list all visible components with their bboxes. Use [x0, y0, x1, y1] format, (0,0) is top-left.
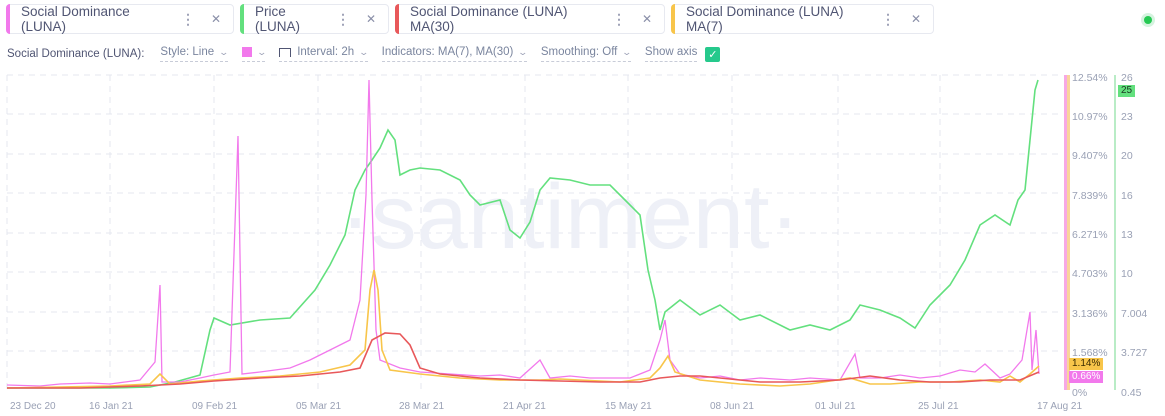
- more-options-icon[interactable]: ⋮: [335, 10, 350, 27]
- metric-tab-price[interactable]: Price (LUNA) ⋮ ✕: [240, 4, 389, 34]
- watermark: ·santiment·: [340, 166, 800, 268]
- close-icon[interactable]: ✕: [210, 12, 221, 26]
- close-icon[interactable]: ✕: [910, 12, 921, 26]
- y-tick: 3.136%: [1072, 308, 1108, 320]
- y-tick: 9.407%: [1072, 150, 1108, 162]
- chevron-down-icon: ⌄: [256, 46, 267, 57]
- close-icon[interactable]: ✕: [641, 12, 652, 26]
- more-options-icon[interactable]: ⋮: [880, 10, 895, 27]
- ruler-icon: [279, 47, 292, 57]
- x-tick: 17 Aug 21: [1037, 401, 1083, 412]
- metric-tab-label: Price (LUNA): [255, 4, 301, 34]
- x-tick: 16 Jan 21: [89, 401, 133, 412]
- y-tick: 16: [1121, 190, 1133, 202]
- metric-settings-bar: Social Dominance (LUNA): Style: Line ⌄ ⌄ …: [7, 46, 721, 62]
- y-tick: 23: [1121, 111, 1133, 123]
- style-label: Style: Line: [160, 46, 215, 58]
- chevron-down-icon: ⌄: [621, 46, 633, 57]
- metric-tab-ma7[interactable]: Social Dominance (LUNA) MA(7) ⋮ ✕: [671, 4, 934, 34]
- x-tick: 21 Apr 21: [503, 401, 546, 412]
- more-options-icon[interactable]: ⋮: [180, 10, 195, 27]
- chevron-down-icon: ⌄: [517, 46, 529, 57]
- x-tick: 05 Mar 21: [296, 401, 342, 412]
- show-axis-checkbox[interactable]: ✓: [705, 46, 721, 62]
- smoothing-dropdown[interactable]: Smoothing: Off ⌄: [540, 46, 633, 62]
- social-dominance-line: [6, 79, 1040, 387]
- x-tick: 23 Dec 20: [10, 401, 56, 412]
- y-tick: 10: [1121, 268, 1133, 280]
- metric-color-bar: [240, 4, 244, 34]
- smoothing-label: Smoothing: Off: [540, 46, 618, 58]
- ma-axis-bar: [1067, 75, 1070, 390]
- chevron-down-icon: ⌄: [218, 46, 230, 57]
- y-tick: 20: [1121, 150, 1133, 162]
- x-tick: 15 May 21: [605, 401, 652, 412]
- y-tick: 4.703%: [1072, 268, 1108, 280]
- metric-color-bar: [6, 4, 10, 34]
- color-picker[interactable]: ⌄: [241, 46, 267, 62]
- metric-color-bar: [395, 4, 399, 34]
- indicators-dropdown[interactable]: Indicators: MA(7), MA(30) ⌄: [381, 46, 529, 62]
- x-tick: 08 Jun 21: [710, 401, 754, 412]
- y-tick: 10.97%: [1072, 111, 1108, 123]
- metric-tab-label: Social Dominance (LUNA) MA(30): [410, 4, 568, 34]
- y-tick: 12.54%: [1072, 72, 1108, 84]
- x-tick: 28 Mar 21: [399, 401, 445, 412]
- metric-tab-label: Social Dominance (LUNA): [21, 4, 130, 34]
- y-tick: 6.271%: [1072, 229, 1108, 241]
- ma30-line: [7, 332, 1040, 389]
- grid: [6, 74, 1060, 390]
- y-tick: 1.568%: [1072, 347, 1108, 359]
- ma7-current-badge: 1.14%: [1069, 358, 1104, 370]
- interval-dropdown[interactable]: Interval: 2h ⌄: [279, 46, 370, 62]
- metric-tab-label: Social Dominance (LUNA) MA(7): [686, 4, 844, 34]
- y-tick: 13: [1121, 229, 1133, 241]
- color-swatch: [241, 47, 252, 57]
- x-tick: 09 Feb 21: [192, 401, 238, 412]
- x-tick: 25 Jul 21: [918, 401, 959, 412]
- y-tick: 26: [1121, 72, 1133, 84]
- x-tick: 01 Jul 21: [815, 401, 856, 412]
- metric-tab-social-dominance[interactable]: Social Dominance (LUNA) ⋮ ✕: [6, 4, 234, 34]
- y-tick: 0%: [1072, 387, 1088, 399]
- interval-label: Interval: 2h: [297, 46, 355, 58]
- price-line: [7, 79, 1039, 389]
- metric-tab-ma30[interactable]: Social Dominance (LUNA) MA(30) ⋮ ✕: [395, 4, 665, 34]
- metric-tabs: Social Dominance (LUNA) ⋮ ✕ Price (LUNA)…: [6, 4, 934, 34]
- show-axis-label: Show axis: [644, 46, 698, 58]
- sd-current-badge: 0.66%: [1069, 371, 1104, 383]
- y-tick: 0.45: [1121, 387, 1142, 399]
- more-options-icon[interactable]: ⋮: [611, 10, 626, 27]
- indicators-label: Indicators: MA(7), MA(30): [381, 46, 514, 58]
- show-axis-toggle[interactable]: Show axis: [644, 46, 698, 62]
- chevron-down-icon: ⌄: [358, 46, 370, 57]
- sd-axis-bar: [1064, 75, 1067, 390]
- style-dropdown[interactable]: Style: Line ⌄: [160, 46, 230, 62]
- close-icon[interactable]: ✕: [365, 12, 376, 26]
- metric-color-bar: [671, 4, 675, 34]
- settings-title: Social Dominance (LUNA):: [7, 48, 145, 60]
- price-current-badge: 25: [1118, 85, 1136, 97]
- y-tick: 3.727: [1121, 347, 1148, 359]
- price-axis-bar: [1114, 75, 1116, 390]
- y-tick: 7.839%: [1072, 190, 1108, 202]
- live-status-indicator: [1141, 13, 1155, 27]
- y-tick: 7.004: [1121, 308, 1148, 320]
- chart-canvas[interactable]: ·santiment·: [0, 68, 1165, 416]
